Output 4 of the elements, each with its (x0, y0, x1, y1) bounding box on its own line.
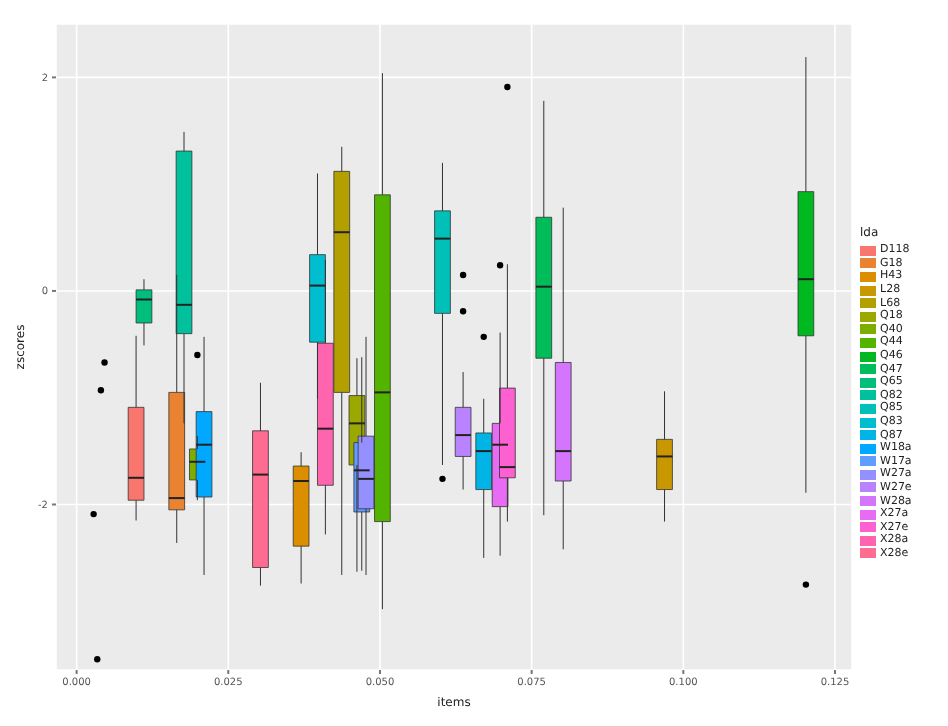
point (90, 510, 97, 518)
point (101, 359, 108, 366)
point (97, 387, 105, 394)
point (94, 656, 101, 663)
